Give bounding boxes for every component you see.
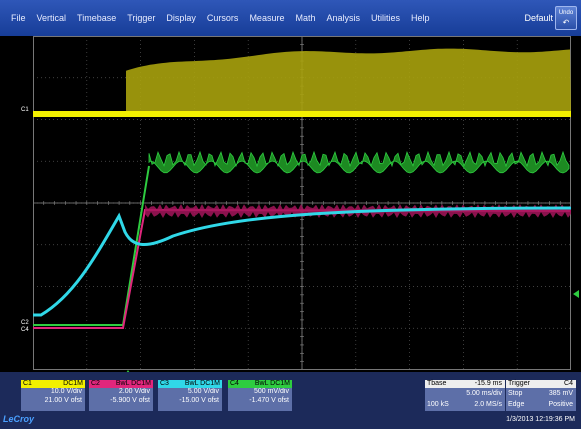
- c3-coupling: BwL DC1M: [184, 380, 220, 387]
- c2-marker: C2: [21, 320, 29, 326]
- menu-trigger[interactable]: Trigger: [127, 13, 156, 23]
- channel-c4-descriptor[interactable]: C4 BwL DC1M 500 mV/div -1.470 V ofst: [228, 380, 292, 411]
- menu-help[interactable]: Help: [411, 13, 430, 23]
- menu-utilities[interactable]: Utilities: [370, 13, 400, 23]
- default-setup-button[interactable]: Default: [524, 13, 553, 23]
- undo-icon: ↶: [562, 18, 570, 27]
- timebase-values: 5.00 ms/div 100 kS 2.0 MS/s: [425, 388, 505, 411]
- lecroy-logo: LeCroy: [3, 414, 35, 424]
- c4-values: 500 mV/div -1.470 V ofst: [228, 388, 292, 411]
- waveform-grid[interactable]: [33, 36, 571, 370]
- timestamp: 1/3/2013 12:19:36 PM: [506, 416, 575, 423]
- c4-coupling: BwL DC1M: [254, 380, 290, 387]
- c1-offset: 21.00 V ofst: [44, 396, 82, 404]
- channel-c3-descriptor[interactable]: C3 BwL DC1M 5.00 V/div -15.00 V ofst: [158, 380, 222, 411]
- timebase-descriptor[interactable]: Tbase -15.9 ms 5.00 ms/div 100 kS 2.0 MS…: [425, 380, 505, 411]
- channel-c1-descriptor[interactable]: C1 DC1M 10.0 V/div 21.00 V ofst: [21, 380, 85, 411]
- timebase-rate: 2.0 MS/s: [474, 401, 502, 408]
- menu-cursors[interactable]: Cursors: [206, 13, 239, 23]
- c4-header: C4 BwL DC1M: [228, 380, 292, 388]
- c2-values: 2.00 V/div -5.900 V ofst: [89, 388, 153, 411]
- trigger-source: C4: [564, 380, 573, 387]
- c4-trace-rise: [33, 165, 150, 326]
- trigger-descriptor[interactable]: Trigger C4 Stop 385 mV Edge Positive: [506, 380, 576, 411]
- menu-timebase[interactable]: Timebase: [77, 13, 117, 23]
- c4-offset: -1.470 V ofst: [249, 396, 289, 404]
- trigger-values: Stop 385 mV Edge Positive: [506, 388, 576, 411]
- c4-scale: 500 mV/div: [253, 388, 289, 395]
- c2-coupling: BwL DC1M: [115, 380, 151, 387]
- c1-trace: [33, 111, 571, 117]
- c2-scale: 2.00 V/div: [118, 388, 150, 395]
- menu-measure[interactable]: Measure: [249, 13, 285, 23]
- menu-display[interactable]: Display: [166, 13, 196, 23]
- trigger-level-marker: [573, 290, 579, 298]
- timebase-samples: 100 kS: [427, 401, 449, 408]
- timebase-header: Tbase -15.9 ms: [425, 380, 505, 388]
- trigger-level: 385 mV: [548, 390, 573, 397]
- c1-marker: C1: [21, 107, 29, 113]
- c4-trace-noise: [148, 150, 570, 174]
- status-bar: C1 DC1M 10.0 V/div 21.00 V ofst C2 BwL D…: [0, 372, 581, 429]
- c2-name: C2: [91, 380, 100, 387]
- undo-button[interactable]: Undo ↶: [555, 6, 577, 30]
- c4-marker: C4: [21, 327, 29, 333]
- c3-scale: 5.00 V/div: [187, 388, 219, 395]
- c2-header: C2 BwL DC1M: [89, 380, 153, 388]
- c1-scale: 10.0 V/div: [50, 388, 82, 395]
- trigger-mode: Stop: [508, 390, 523, 397]
- c3-offset: -15.00 V ofst: [179, 396, 219, 404]
- channel-marker-strip: C1 C2 C4: [21, 107, 29, 333]
- c1-header: C1 DC1M: [21, 380, 85, 388]
- timebase-scale: 5.00 ms/div: [466, 390, 502, 397]
- menu-file[interactable]: File: [11, 13, 26, 23]
- trigger-type: Edge: [508, 401, 525, 408]
- c3-header: C3 BwL DC1M: [158, 380, 222, 388]
- channel-c2-descriptor[interactable]: C2 BwL DC1M 2.00 V/div -5.900 V ofst: [89, 380, 153, 411]
- timebase-delay: -15.9 ms: [474, 380, 502, 387]
- c3-name: C3: [160, 380, 169, 387]
- undo-label: Undo: [558, 10, 574, 16]
- trigger-label: Trigger: [508, 380, 530, 387]
- menu-bar: File Vertical Timebase Trigger Display C…: [0, 0, 581, 36]
- trigger-header: Trigger C4: [506, 380, 576, 388]
- c3-trace: [33, 206, 571, 317]
- c1-coupling: DC1M: [63, 380, 83, 387]
- timebase-label: Tbase: [427, 380, 447, 387]
- menu-analysis[interactable]: Analysis: [326, 13, 360, 23]
- c1-name: C1: [23, 380, 32, 387]
- grid-border: [33, 36, 571, 370]
- trigger-slope: Positive: [548, 401, 573, 408]
- c1-values: 10.0 V/div 21.00 V ofst: [21, 388, 85, 411]
- c1-envelope: [126, 48, 571, 112]
- menu-math[interactable]: Math: [295, 13, 316, 23]
- c2-offset: -5.900 V ofst: [110, 396, 150, 404]
- menu-vertical[interactable]: Vertical: [36, 13, 67, 23]
- c4-name: C4: [230, 380, 239, 387]
- waveform-display: [33, 36, 571, 370]
- c3-values: 5.00 V/div -15.00 V ofst: [158, 388, 222, 411]
